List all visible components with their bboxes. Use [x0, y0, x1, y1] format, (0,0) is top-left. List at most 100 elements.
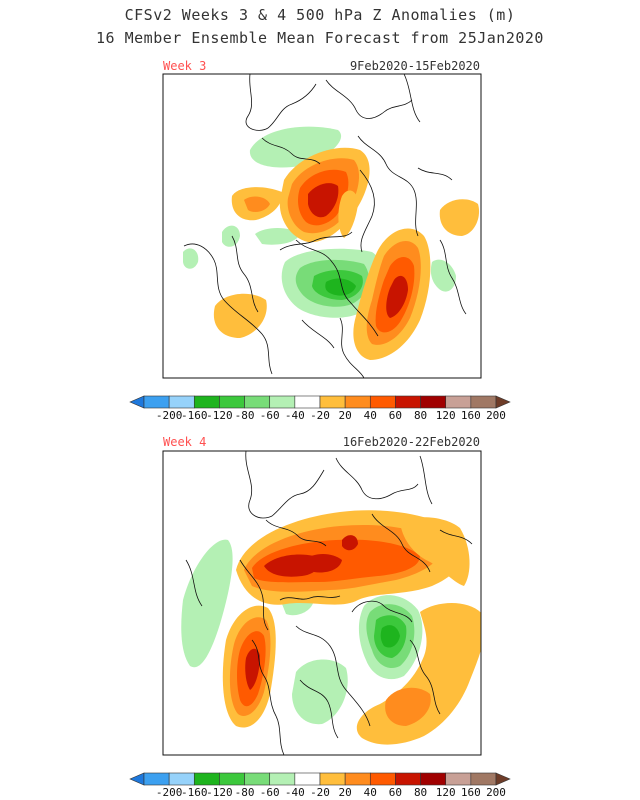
panel2-date-range: 16Feb2020-22Feb2020: [343, 435, 480, 449]
colorbar-tick-label: -20: [310, 409, 330, 422]
coastline: [417, 167, 453, 181]
colorbar-tick-label: -40: [285, 786, 305, 799]
colorbar-swatch: [369, 772, 396, 786]
coastline: [185, 559, 203, 607]
anomaly-contour: [386, 275, 408, 318]
panel1-positive-anomalies: [213, 147, 480, 360]
anomaly-contour: [183, 248, 199, 269]
colorbar-swatch: [445, 395, 472, 409]
coastline: [439, 239, 467, 315]
colorbar-swatch: [244, 772, 271, 786]
colorbar-tick-label: 60: [389, 409, 402, 422]
colorbar-swatch: [143, 772, 170, 786]
anomaly-contour: [308, 183, 339, 218]
colorbar-swatch: [445, 772, 472, 786]
coastline: [357, 135, 419, 237]
colorbar-tick-label: -160: [181, 786, 208, 799]
coastline: [301, 319, 335, 349]
colorbar-swatch: [219, 772, 245, 786]
coastline: [359, 169, 375, 253]
anomaly-contour: [325, 278, 356, 296]
colorbar-tick-label: 60: [389, 786, 402, 799]
anomaly-contour: [304, 554, 342, 573]
anomaly-contour: [400, 517, 470, 586]
panel1-negative-anomalies: [183, 126, 456, 318]
colorbar-swatch: [294, 772, 321, 786]
coastline: [239, 559, 269, 631]
colorbar-bottom: -200-160-120 -80 -60 -40 -20 20 40 60 80 120 160 20…: [129, 772, 511, 799]
colorbar-swatch: [269, 772, 296, 786]
colorbar-swatch: [470, 395, 497, 409]
colorbar-swatch: [470, 772, 497, 786]
anomaly-contour: [439, 199, 480, 236]
colorbar-swatch: [193, 395, 220, 409]
coastline: [295, 239, 379, 337]
colorbar-swatch: [420, 772, 447, 786]
panel1-date-range: 9Feb2020-15Feb2020: [350, 59, 480, 73]
coastline: [351, 600, 413, 623]
coastline: [371, 513, 431, 573]
panel2-week-label: Week 4: [163, 435, 206, 449]
colorbar-tick-label: -120: [206, 409, 233, 422]
coastline: [339, 317, 365, 378]
colorbar-swatch: [344, 395, 371, 409]
anomaly-contour: [255, 228, 300, 245]
colorbar-tick-label: -120: [206, 786, 233, 799]
anomaly-contour: [430, 259, 456, 292]
coastline: [403, 74, 421, 123]
coastline: [279, 595, 341, 601]
colorbar-arrow-low: [129, 772, 145, 786]
panel2-map: [163, 451, 481, 755]
colorbar-tick-label: 20: [339, 786, 352, 799]
anomaly-contour: [338, 190, 358, 238]
panel2-positive-anomalies: [222, 510, 481, 745]
colorbar-tick-label: 40: [364, 786, 377, 799]
colorbar-swatch: [193, 772, 220, 786]
colorbar-swatch: [219, 395, 245, 409]
coastline: [265, 519, 327, 547]
colorbar-swatch: [143, 395, 170, 409]
chart-title: CFSv2 Weeks 3 & 4 500 hPa Z Anomalies (m…: [124, 6, 516, 24]
colorbar-tick-label: 200: [486, 409, 506, 422]
coastline: [419, 455, 433, 505]
colorbar-arrow-high: [495, 395, 511, 409]
anomaly-contour: [292, 659, 348, 725]
colorbar-swatch: [269, 395, 296, 409]
colorbar-tick-label: 20: [339, 409, 352, 422]
colorbar-tick-label: 160: [461, 409, 481, 422]
coastline: [409, 639, 441, 715]
colorbar-swatch: [168, 772, 195, 786]
colorbar-swatch: [319, 772, 346, 786]
colorbar-swatch: [168, 395, 195, 409]
colorbar-swatch: [420, 395, 447, 409]
anomaly-contour: [222, 225, 240, 247]
coastline: [439, 529, 473, 545]
colorbar-tick-label: 160: [461, 786, 481, 799]
colorbar-tick-label: 40: [364, 409, 377, 422]
colorbar-tick-label: -200: [156, 786, 183, 799]
colorbar-tick-label: -160: [181, 409, 208, 422]
colorbar-swatch: [395, 395, 421, 409]
chart-subtitle: 16 Member Ensemble Mean Forecast from 25…: [96, 29, 544, 47]
colorbar-top: -200-160-120 -80 -60 -40 -20 20 40 60 80 120 160 20…: [129, 395, 511, 422]
colorbar-tick-label: 80: [414, 409, 427, 422]
colorbar-arrow-low: [129, 395, 145, 409]
colorbar-tick-label: 120: [436, 786, 456, 799]
panel1-coastlines: [183, 74, 467, 378]
anomaly-contour: [181, 539, 233, 668]
coastline: [261, 137, 321, 165]
coastline: [251, 639, 285, 755]
panel2-frame: [162, 450, 482, 756]
colorbar-swatch: [369, 395, 396, 409]
anomaly-contour: [245, 648, 260, 690]
colorbar-swatch: [344, 772, 371, 786]
colorbar-swatch: [395, 772, 421, 786]
colorbar-tick-label: 120: [436, 409, 456, 422]
anomaly-contour: [380, 625, 400, 648]
coastline: [335, 457, 419, 500]
panel1-week-label: Week 3: [163, 59, 206, 73]
colorbar-arrow-high: [495, 772, 511, 786]
colorbar-tick-label: 80: [414, 786, 427, 799]
coastline: [245, 74, 317, 131]
